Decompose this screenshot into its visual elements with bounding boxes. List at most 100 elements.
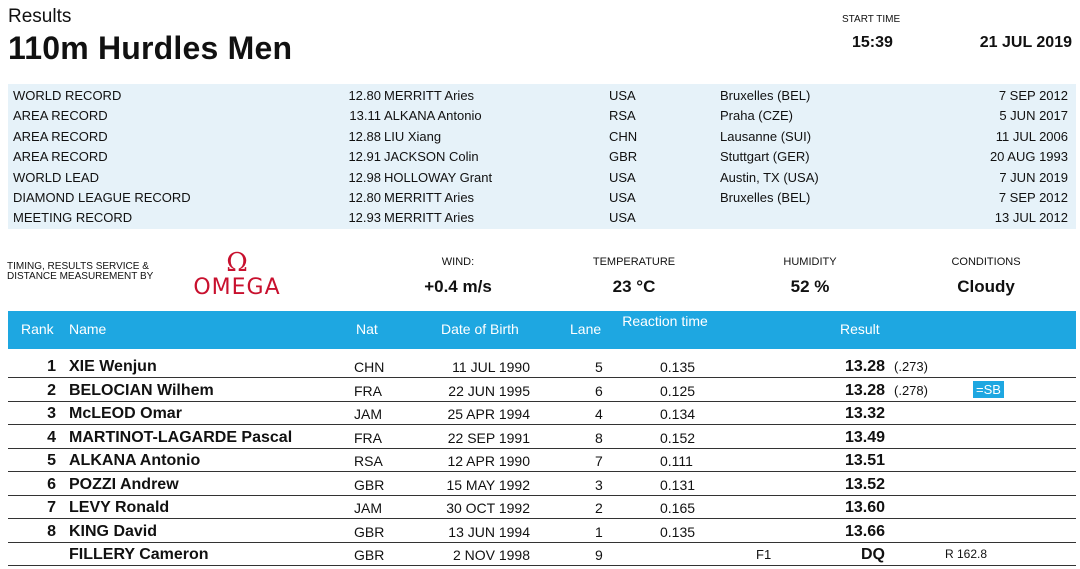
result-rank: 3 [47,405,56,422]
result-lane: 6 [595,382,603,399]
result-row: 1 XIE Wenjun CHN 11 JUL 1990 5 0.135 13.28 (.27… [8,355,1076,378]
result-nat: GBR [354,523,385,540]
record-nat: CHN [609,128,638,144]
header-name: Name [69,321,107,337]
record-venue: Bruxelles (BEL) [720,190,811,205]
event-title: 110m Hurdles Men [8,30,293,66]
record-row: AREA RECORD 13.11 ALKANA Antonio RSA Praha (… [8,106,1076,126]
result-result: 13.66 [844,522,885,540]
result-reaction: 0.152 [660,429,696,446]
record-date: 13 JUL 2012 [994,210,1068,226]
record-time: 12.93 [348,210,381,226]
record-row: WORLD RECORD 12.80 MERRITT Aries USA Bruxell… [8,86,1076,106]
wind-block: WIND: +0.4 m/s [378,256,538,297]
record-venue: Lausanne (SUI) [720,128,812,144]
result-lane: 4 [595,406,603,422]
result-row: 8 KING David GBR 13 JUN 1994 1 0.135 13.66 [8,520,1076,543]
result-rank: 5 [47,452,56,469]
header-lane: Lane [570,321,602,337]
record-venue: Bruxelles (BEL) [720,88,811,103]
record-row: MEETING RECORD 12.93 MERRITT Aries USA 13 JU… [8,208,1076,228]
temperature-block: TEMPERATURE 23 °C [554,256,714,297]
record-type: AREA RECORD [13,108,108,124]
record-name: HOLLOWAY Grant [384,169,493,185]
humidity-label: HUMIDITY [783,256,837,268]
result-reaction: 0.111 [660,453,693,469]
result-result: 13.49 [844,428,885,446]
result-rank: 6 [47,475,56,493]
result-lane: 3 [595,476,603,493]
record-time: 12.91 [348,149,381,165]
result-badge: =SB [973,380,1004,398]
result-dob: 22 JUN 1995 [448,382,530,399]
record-type: AREA RECORD [13,128,108,144]
record-date: 7 JUN 2019 [999,169,1068,185]
sponsor-label: TIMING, RESULTS SERVICE & DISTANCE MEASU… [7,261,154,282]
header-rank: Rank [21,321,54,337]
result-lane: 7 [595,453,603,469]
result-lane: 9 [595,547,603,563]
conditions-value: Cloudy [957,277,1015,296]
result-result: 13.28 [844,358,885,375]
record-time: 12.98 [348,169,381,185]
result-nat: RSA [354,453,383,469]
temperature-label: TEMPERATURE [592,256,676,268]
record-venue: Austin, TX (USA) [720,169,819,185]
result-name: LEVY Ronald [69,499,170,516]
record-type: WORLD LEAD [13,169,99,185]
result-row: 5 ALKANA Antonio RSA 12 APR 1990 7 0.111 13.51 [8,449,1076,472]
result-name: BELOCIAN Wilhem [69,381,214,399]
result-lane: 8 [595,429,603,446]
result-result: 13.52 [844,475,885,493]
result-dob: 15 MAY 1992 [446,476,530,493]
result-rank: 2 [47,381,56,399]
result-lane: 1 [595,523,603,540]
result-dob: 22 SEP 1991 [447,429,530,446]
record-name: LIU Xiang [384,128,442,144]
result-rank: 1 [47,358,56,375]
result-rank: 8 [47,522,56,540]
result-name: FILLERY Cameron [69,546,209,563]
result-nat: GBR [354,547,385,563]
results-label: Results [8,6,72,27]
result-name: McLEOD Omar [69,405,182,422]
result-lane: 2 [595,500,603,516]
result-row: FILLERY Cameron GBR 2 NOV 1998 9 F1 DQ R 162.8 [8,543,1076,566]
record-type: WORLD RECORD [13,88,122,103]
result-reaction: 0.131 [660,476,696,493]
result-nat: JAM [354,500,382,516]
record-nat: USA [609,169,636,185]
result-row: 4 MARTINOT-LAGARDE Pascal FRA 22 SEP 1991 8 0… [8,426,1076,449]
omega-wordmark: OMEGA [193,275,281,300]
record-type: DIAMOND LEAGUE RECORD [13,190,191,205]
result-name: KING David [69,522,158,540]
result-exact: (.278) [894,382,928,398]
record-nat: USA [609,190,636,205]
record-nat: GBR [609,149,638,165]
record-name: MERRITT Aries [384,210,475,226]
event-date: 21 JUL 2019 [979,34,1072,51]
omega-symbol-icon: Ω [226,248,248,278]
record-time: 12.88 [348,128,381,144]
record-row: WORLD LEAD 12.98 HOLLOWAY Grant USA Austin, … [8,168,1076,188]
result-name: XIE Wenjun [69,358,157,375]
result-name: MARTINOT-LAGARDE Pascal [69,428,293,446]
record-nat: USA [609,88,636,103]
result-reaction: 0.134 [660,406,696,422]
record-date: 11 JUL 2006 [995,128,1068,144]
result-dob: 13 JUN 1994 [448,523,530,540]
result-lane: 5 [595,359,603,375]
record-date: 7 SEP 2012 [998,190,1068,205]
result-extra: R 162.8 [945,547,988,561]
conditions-block: CONDITIONS Cloudy [906,256,1066,297]
result-row: 2 BELOCIAN Wilhem FRA 22 JUN 1995 6 0.125 13.2… [8,379,1076,402]
record-nat: RSA [609,108,636,124]
record-time: 13.11 [349,108,381,124]
result-result: 13.51 [844,452,885,469]
result-result: 13.60 [844,499,885,516]
results-header-bar: Rank Name Nat Date of Birth Lane Reactio… [8,311,1076,349]
start-time: 15:39 [852,34,893,51]
record-date: 5 JUN 2017 [999,108,1068,124]
record-nat: USA [609,210,636,226]
result-reaction: 0.125 [660,382,696,399]
